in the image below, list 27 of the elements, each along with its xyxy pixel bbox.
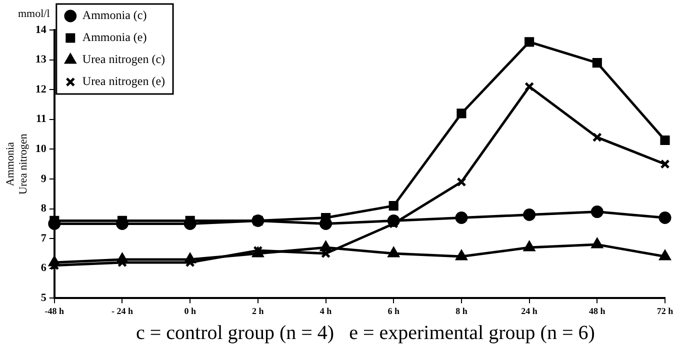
y-tick-label: 11 (36, 113, 46, 126)
y-tick-label: 9 (40, 172, 47, 185)
text: c = control group (n = 4) e = experimental group (n = 6) (136, 322, 595, 345)
x-tick-label: 2 h (252, 306, 264, 316)
y-tick-label: 5 (40, 292, 47, 304)
x-tick-label: 0 h (184, 306, 196, 316)
legend-label: Ammonia (c) (82, 8, 147, 22)
x-tick-label: 48 h (589, 306, 606, 316)
y-tick-label: 14 (35, 24, 47, 36)
y-tick-label: 8 (40, 202, 47, 215)
text: mmol/l (18, 8, 50, 20)
legend-label: Urea nitrogen (e) (82, 74, 166, 88)
x-tick-label: 6 h (388, 306, 400, 316)
y-tick-label: 6 (40, 262, 47, 274)
legend-label: Ammonia (e) (82, 30, 147, 44)
y-tick-label: 12 (35, 83, 47, 96)
x-tick-label: -48 h (44, 306, 64, 316)
x-tick-label: 72 h (656, 306, 674, 316)
y-axis-title: Ammonia Urea nitrogen (4, 133, 30, 194)
legend-label: Urea nitrogen (c) (82, 52, 166, 66)
x-tick-label: 8 h (456, 306, 468, 316)
y-tick-label: 13 (35, 54, 47, 66)
x-tick-label: - 24 h (111, 306, 133, 316)
x-tick-label: 24 h (521, 306, 538, 316)
y-tick-label: 10 (35, 143, 47, 156)
y-tick-label: 7 (40, 232, 47, 244)
x-tick-label: 4 h (320, 306, 332, 316)
